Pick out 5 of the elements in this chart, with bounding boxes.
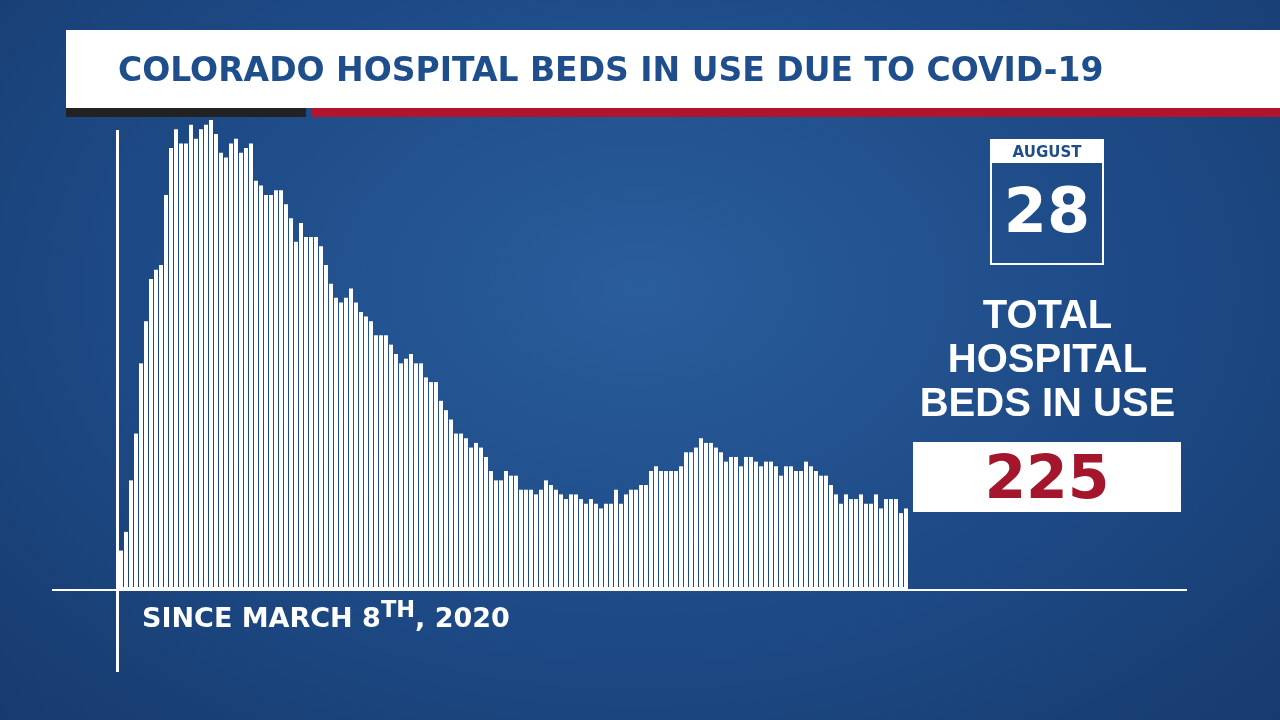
calendar-icon: AUGUST 28 <box>990 139 1104 265</box>
x-axis-title: SINCE MARCH 8$^{TH}$, 2020 <box>142 596 510 633</box>
text: TOTAL HOSPITAL BEDS IN USE <box>918 292 1177 424</box>
text: 225 <box>913 442 1181 512</box>
chart-title: COLORADO HOSPITAL BEDS IN USE DUE TO COVID-19 <box>118 49 1104 89</box>
